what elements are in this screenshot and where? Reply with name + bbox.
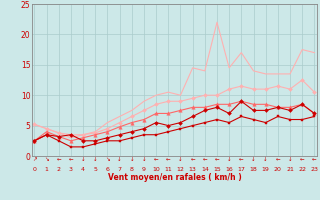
X-axis label: Vent moyen/en rafales ( km/h ): Vent moyen/en rafales ( km/h ) — [108, 174, 241, 182]
